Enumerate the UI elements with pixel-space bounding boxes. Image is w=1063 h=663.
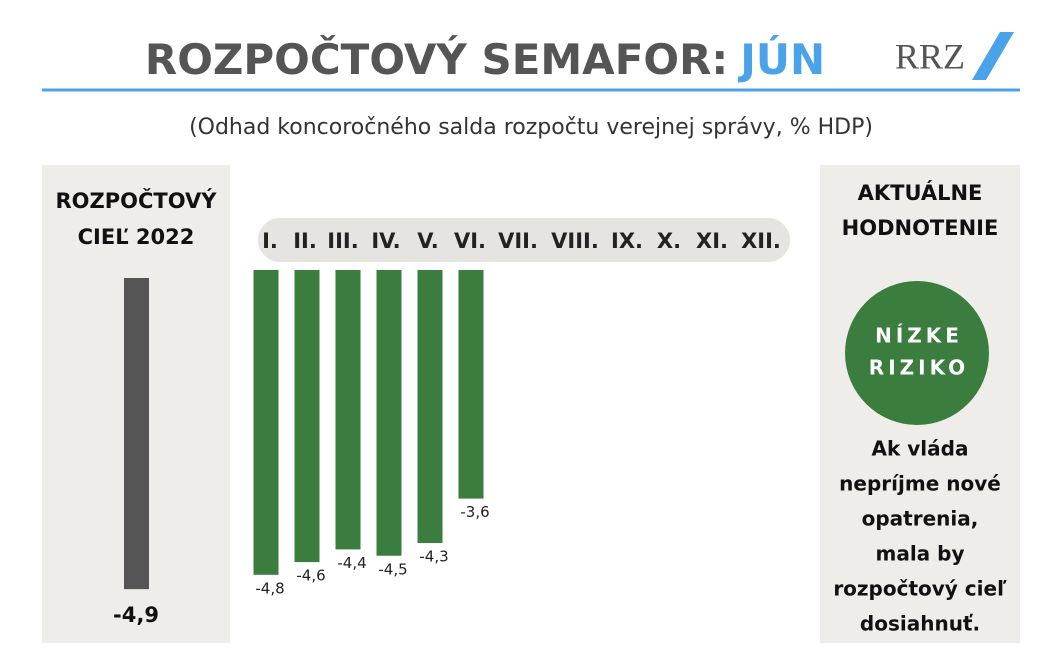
value-label: -4,3 xyxy=(419,548,448,566)
assessment-text: dosiahnuť. xyxy=(860,612,980,636)
bar xyxy=(458,270,484,499)
assessment-title: AKTUÁLNE xyxy=(858,180,983,205)
risk-badge xyxy=(845,281,989,425)
target-bar xyxy=(124,278,149,590)
x-tick-label: II. xyxy=(293,229,317,253)
assessment-text: rozpočtový cieľ xyxy=(833,577,1007,601)
bar xyxy=(376,270,402,556)
logo: RRZ xyxy=(895,36,965,76)
x-tick-label: X. xyxy=(657,229,681,253)
value-label: -4,8 xyxy=(255,579,284,597)
title: ROZPOČTOVÝ SEMAFOR: JÚN xyxy=(145,34,825,84)
bar xyxy=(294,270,320,563)
x-tick-label: V. xyxy=(417,229,439,253)
value-label: -4,4 xyxy=(337,554,366,572)
x-tick-label: VIII. xyxy=(551,229,599,253)
assessment-text: nepríjme nové xyxy=(839,472,1001,496)
x-tick-label: IV. xyxy=(371,229,400,253)
x-tick-label: III. xyxy=(327,229,358,253)
assessment-text: opatrenia, xyxy=(862,507,979,531)
bar xyxy=(417,270,443,544)
logo-mark xyxy=(972,32,1014,80)
assessment-text: mala by xyxy=(875,542,964,566)
x-tick-label: I. xyxy=(262,229,278,253)
target-title: CIEĽ 2022 xyxy=(78,225,195,249)
x-tick-label: VII. xyxy=(498,229,538,253)
value-label: -3,6 xyxy=(460,503,489,521)
month-strip xyxy=(258,218,790,262)
x-tick-label: XII. xyxy=(741,229,781,253)
x-tick-label: VI. xyxy=(454,229,486,253)
title-month: JÚN xyxy=(737,34,825,84)
risk-label: RIZIKO xyxy=(869,356,969,380)
target-value: -4,9 xyxy=(113,603,159,627)
bar xyxy=(335,270,361,550)
assessment-title: HODNOTENIE xyxy=(842,216,999,240)
chart-layer: ROZPOČTOVÝ CIEĽ 2022 -4,9 I. -4,8 II. -4,6 III.… xyxy=(56,180,1008,636)
x-tick-label: XI. xyxy=(696,229,728,253)
value-label: -4,5 xyxy=(378,560,407,578)
target-title: ROZPOČTOVÝ xyxy=(56,188,218,213)
assessment-text: Ak vláda xyxy=(872,437,969,461)
x-tick-label: IX. xyxy=(611,229,643,253)
subtitle: (Odhad koncoročného salda rozpočtu verej… xyxy=(189,115,873,140)
value-label: -4,6 xyxy=(296,567,325,585)
title-main: ROZPOČTOVÝ SEMAFOR: xyxy=(145,34,728,84)
bar xyxy=(253,270,279,575)
risk-label: NÍZKE xyxy=(875,324,963,348)
